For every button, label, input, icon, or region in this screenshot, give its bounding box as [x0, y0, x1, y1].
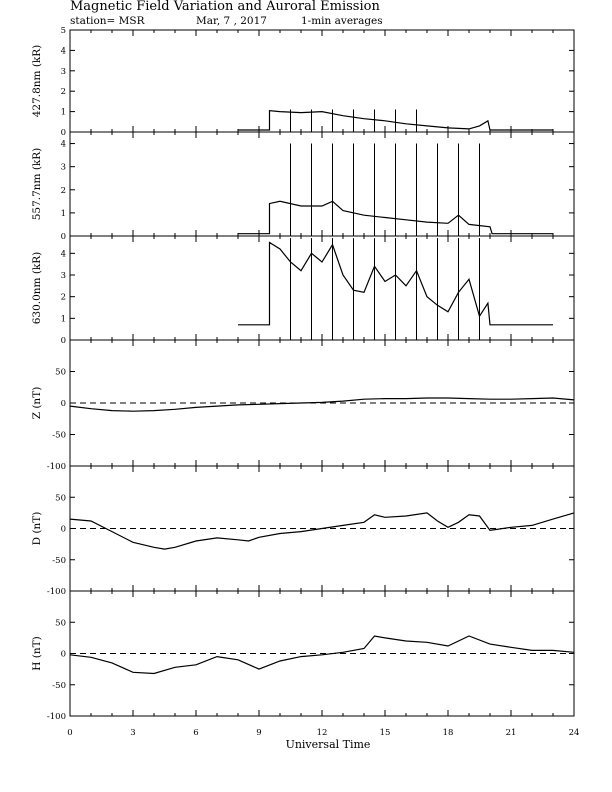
- y-axis-label: Z (nT): [31, 387, 43, 420]
- y-tick-label: 50: [55, 368, 66, 378]
- y-axis-label: 630.0nm (kR): [31, 252, 43, 325]
- y-axis-label: 557.7nm (kR): [31, 148, 43, 221]
- x-axis-label: Universal Time: [286, 738, 371, 751]
- y-tick-label: -50: [52, 431, 66, 441]
- y-tick-label: 50: [55, 618, 66, 628]
- panel-4: 50 0 -50 -100 Z (nT): [31, 339, 575, 472]
- y-tick-label: 2: [61, 186, 66, 196]
- y-axis-label: 427.8nm (kR): [31, 45, 43, 118]
- y-tick-label: 4: [61, 46, 66, 56]
- y-tick-label: 0: [61, 336, 66, 346]
- series-line: [69, 397, 575, 412]
- y-tick-label: -50: [52, 681, 66, 691]
- y-tick-label: 3: [61, 271, 66, 281]
- x-tick-label: 18: [443, 728, 454, 738]
- x-tick-label: 9: [256, 728, 261, 738]
- y-tick-label: 0: [61, 128, 66, 138]
- y-tick-label: -100: [47, 462, 66, 472]
- x-axis: 0 3 6 9 12 15 18 21 24: [67, 728, 579, 738]
- y-tick-label: 4: [61, 140, 66, 150]
- y-tick-label: 4: [61, 249, 66, 259]
- panel-3: 0 1 2 3 4 630.0nm (kR): [31, 235, 575, 346]
- y-tick-label: 0: [61, 650, 66, 660]
- y-axis-label: D (nT): [31, 512, 43, 546]
- panel-frame: [69, 29, 575, 133]
- y-tick-label: 0: [61, 232, 66, 242]
- y-tick-label: 1: [61, 108, 66, 118]
- x-tick-label: 21: [506, 728, 517, 738]
- y-tick-label: 3: [61, 67, 66, 77]
- series-line: [238, 241, 553, 326]
- series-line: [69, 635, 575, 675]
- y-axis-label: H (nT): [31, 636, 43, 670]
- panel-2: 0 1 2 3 4 557.7nm (kR): [31, 131, 575, 242]
- y-tick-label: 1: [61, 209, 66, 219]
- series-line: [238, 109, 553, 131]
- panel-frame: [69, 131, 575, 237]
- y-tick-label: -100: [47, 712, 66, 722]
- date-label: Mar, 7 , 2017: [196, 15, 267, 27]
- y-tick-label: 2: [61, 293, 66, 303]
- x-tick-label: 3: [130, 728, 135, 738]
- x-tick-label: 15: [380, 728, 391, 738]
- y-tick-label: -100: [47, 587, 66, 597]
- y-tick-label: 50: [55, 493, 66, 503]
- panel-5: 50 0 -50 -100 D (nT): [31, 465, 575, 597]
- chart-title: Magnetic Field Variation and Auroral Emi…: [70, 0, 380, 14]
- y-tick-label: -50: [52, 556, 66, 566]
- y-tick-label: 1: [61, 314, 66, 324]
- x-tick-label: 24: [569, 728, 580, 738]
- x-tick-label: 12: [317, 728, 328, 738]
- panels: 0 1 2 3 4 5 427.8nm (kR) 0 1 2 3 4 557.7nm (kR) 0 1 2 3 4…: [31, 26, 575, 722]
- averaging-label: 1-min averages: [301, 15, 383, 27]
- x-tick-label: 6: [193, 728, 198, 738]
- y-tick-label: 0: [61, 399, 66, 409]
- y-tick-label: 2: [61, 87, 66, 97]
- series-line: [69, 512, 575, 550]
- x-tick-label: 0: [67, 728, 72, 738]
- y-tick-label: 5: [61, 26, 66, 36]
- panel-6: 50 0 -50 -100 H (nT): [31, 590, 575, 722]
- y-tick-label: 3: [61, 163, 66, 173]
- y-tick-label: 0: [61, 525, 66, 535]
- panel-1: 0 1 2 3 4 5 427.8nm (kR): [31, 26, 575, 138]
- station-label: station= MSR: [70, 15, 146, 27]
